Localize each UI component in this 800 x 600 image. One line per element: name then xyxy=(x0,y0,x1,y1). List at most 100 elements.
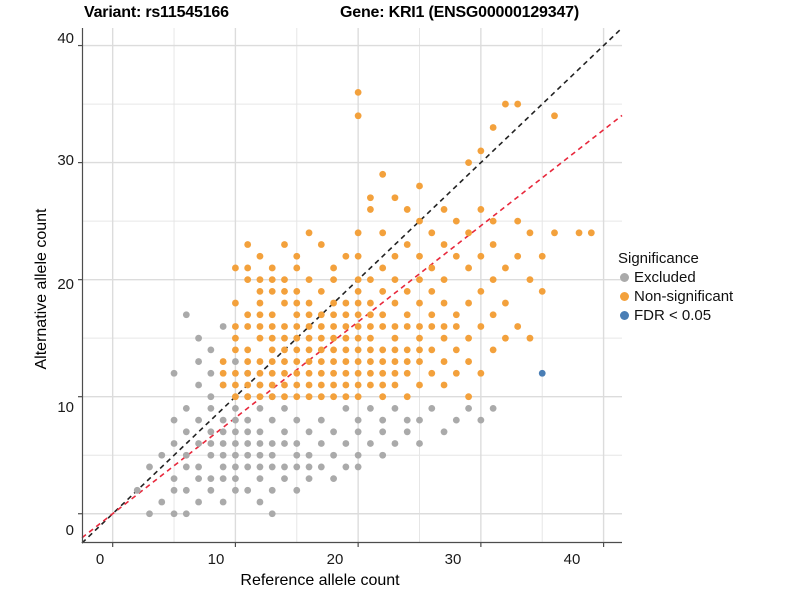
data-point xyxy=(281,440,288,447)
data-point xyxy=(268,323,276,330)
data-point xyxy=(354,311,362,319)
data-point xyxy=(182,463,190,471)
data-point xyxy=(232,334,239,342)
data-point xyxy=(367,276,374,284)
data-point xyxy=(232,299,239,307)
data-point xyxy=(281,369,288,377)
data-point xyxy=(256,334,264,342)
data-point xyxy=(244,393,252,401)
data-point xyxy=(342,369,350,377)
data-point xyxy=(293,323,301,330)
data-point xyxy=(391,381,399,389)
data-point xyxy=(440,381,448,389)
reference-line-fit xyxy=(81,114,623,539)
data-point xyxy=(514,252,522,260)
data-point xyxy=(317,287,325,295)
data-point xyxy=(219,440,227,447)
legend-item-non-significant[interactable]: Non-significant xyxy=(618,287,798,306)
legend-swatch-excluded-icon xyxy=(620,273,629,282)
data-point xyxy=(575,229,583,237)
data-point xyxy=(489,276,497,284)
y-tick-label-30: 30 xyxy=(57,152,74,169)
data-point xyxy=(391,346,399,354)
data-point xyxy=(416,346,423,354)
x-tick-label-30: 30 xyxy=(444,551,462,568)
data-point xyxy=(391,404,399,412)
data-point xyxy=(170,369,178,377)
reference-lines xyxy=(81,27,623,544)
data-point xyxy=(440,428,448,436)
data-point xyxy=(305,381,313,389)
data-point xyxy=(416,416,423,424)
data-point xyxy=(416,299,423,307)
data-point xyxy=(330,393,337,401)
data-point xyxy=(195,440,202,447)
legend-item-excluded[interactable]: Excluded xyxy=(618,268,798,287)
data-point xyxy=(452,217,460,225)
data-point xyxy=(354,323,362,330)
data-point xyxy=(452,369,460,377)
scatter-canvas xyxy=(78,27,623,547)
x-tick-label-20: 20 xyxy=(326,551,344,568)
data-point xyxy=(170,416,178,424)
data-point xyxy=(367,323,374,330)
data-point xyxy=(391,276,399,284)
data-point xyxy=(293,264,301,272)
x-axis-title: Reference allele count xyxy=(240,572,400,589)
data-point xyxy=(268,334,276,342)
data-point xyxy=(379,381,387,389)
data-point xyxy=(256,369,264,377)
data-point xyxy=(317,463,325,471)
data-point xyxy=(330,451,337,459)
data-point xyxy=(305,369,313,377)
data-point xyxy=(367,358,374,365)
data-point xyxy=(465,404,472,412)
data-point xyxy=(244,428,252,436)
data-point xyxy=(367,299,374,307)
data-point xyxy=(379,287,387,295)
data-point xyxy=(367,346,374,354)
data-point xyxy=(281,334,288,342)
data-point xyxy=(281,381,288,389)
data-point xyxy=(293,393,301,401)
data-point xyxy=(514,100,522,108)
data-point xyxy=(477,416,485,424)
data-point xyxy=(232,369,239,377)
data-point xyxy=(244,463,252,471)
data-point xyxy=(440,334,448,342)
data-point xyxy=(551,112,558,120)
data-point xyxy=(133,486,141,494)
data-point xyxy=(281,358,288,365)
data-point xyxy=(428,229,436,237)
data-point xyxy=(207,428,215,436)
data-point xyxy=(317,416,325,424)
data-point xyxy=(232,358,239,365)
data-point xyxy=(268,440,276,447)
data-point xyxy=(195,463,202,471)
data-point xyxy=(354,252,362,260)
data-point xyxy=(391,323,399,330)
data-point xyxy=(207,475,215,483)
legend-item-fdr[interactable]: FDR < 0.05 xyxy=(618,306,798,325)
data-point xyxy=(232,451,239,459)
data-point xyxy=(256,440,264,447)
data-point xyxy=(502,334,509,342)
data-point xyxy=(367,369,374,377)
tick-marks xyxy=(78,44,605,547)
data-point xyxy=(232,264,239,272)
data-point xyxy=(354,346,362,354)
data-point xyxy=(403,206,411,213)
data-point xyxy=(195,475,202,483)
data-point xyxy=(489,311,497,319)
data-point xyxy=(268,393,276,401)
data-point xyxy=(232,428,239,436)
data-point xyxy=(244,451,252,459)
data-point xyxy=(465,159,472,167)
data-point xyxy=(489,346,497,354)
data-point xyxy=(244,276,252,284)
data-point xyxy=(354,393,362,401)
data-point xyxy=(232,381,239,389)
data-point xyxy=(342,463,350,471)
variant-title: Variant: rs11545166 xyxy=(84,4,229,21)
data-point xyxy=(219,323,227,330)
